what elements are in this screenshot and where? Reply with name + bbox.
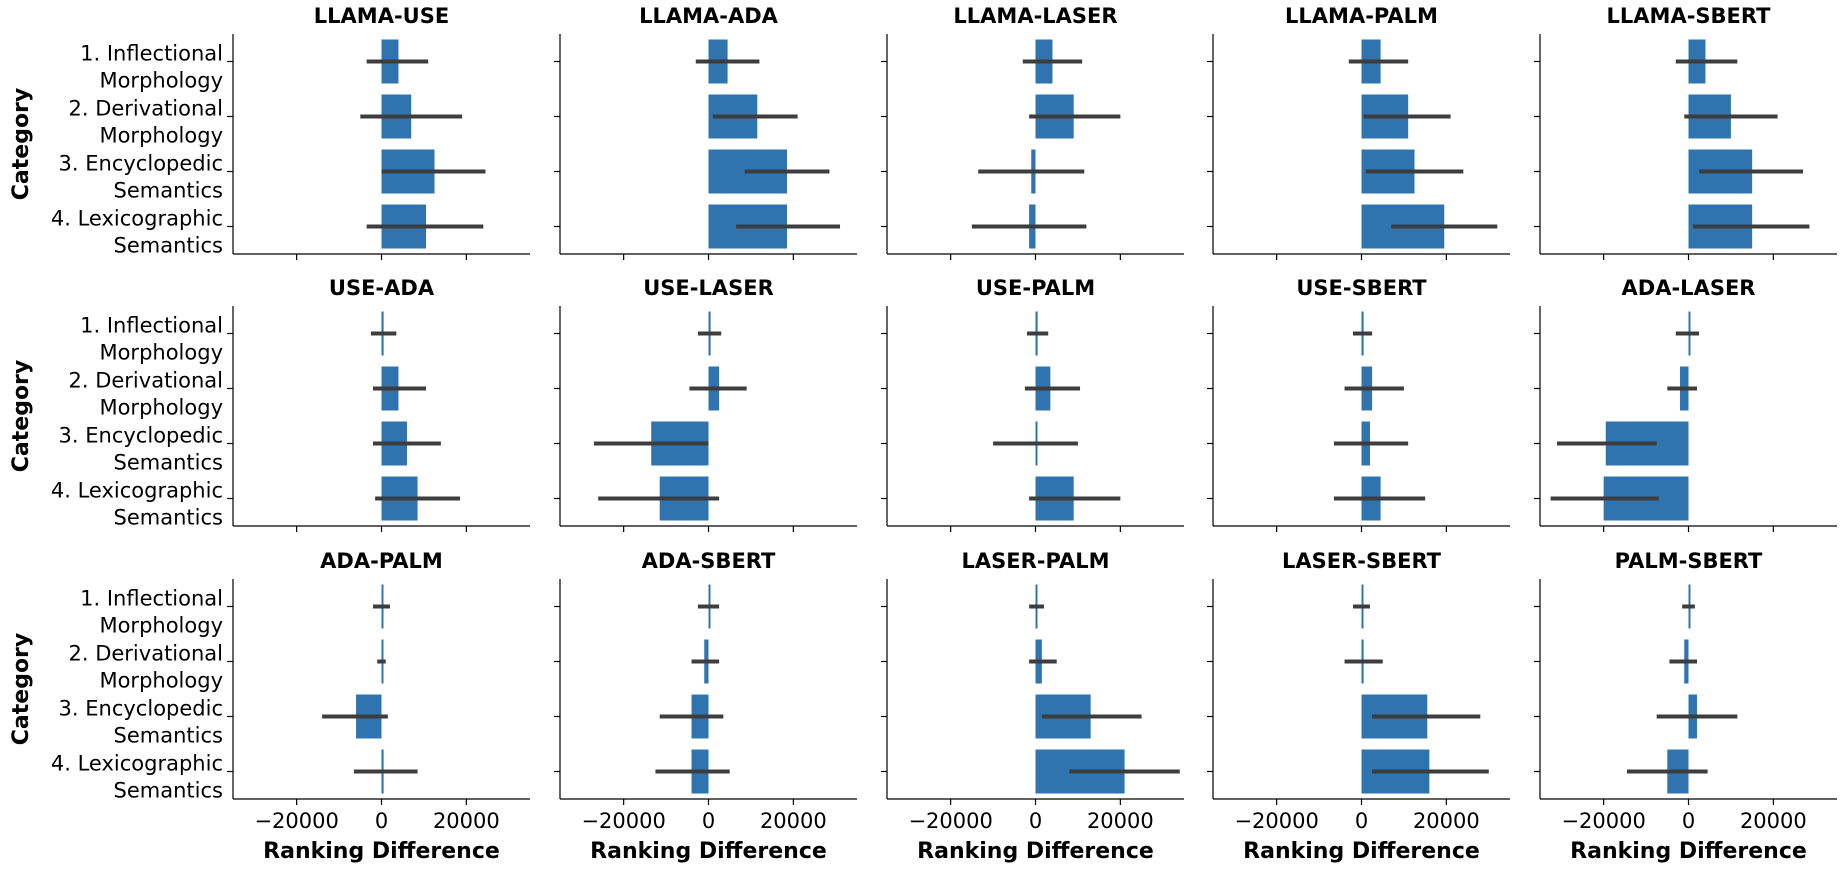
y-axis-label: Category: [9, 360, 34, 472]
x-tick-label: 20000: [1740, 809, 1807, 833]
y-tick-label-line: Semantics: [114, 179, 223, 203]
y-tick-label-line: 3. Encyclopedic: [59, 697, 223, 721]
y-tick-label: 2. Derivational Morphology: [69, 97, 224, 148]
y-axis-label: Category: [9, 633, 34, 745]
panel-title: ADA-LASER: [1622, 276, 1756, 300]
y-tick-label: 4. Lexicographic Semantics: [51, 479, 223, 530]
y-tick-label-line: 4. Lexicographic: [51, 207, 223, 231]
y-tick-label: 1. Inflectional Morphology: [80, 314, 223, 365]
y-tick-label-line: 3. Encyclopedic: [59, 424, 223, 448]
y-tick-label-line: Semantics: [114, 506, 223, 530]
x-tick-label: −20000: [908, 809, 992, 833]
panel-title: LLAMA-PALM: [1285, 4, 1438, 28]
y-tick-label-line: 1. Inflectional: [80, 42, 223, 66]
panel-title: USE-ADA: [329, 276, 435, 300]
y-tick-label-line: Morphology: [99, 69, 223, 93]
y-tick-label: 2. Derivational Morphology: [69, 369, 224, 420]
x-tick-label: −20000: [1561, 809, 1645, 833]
panel-title: LLAMA-USE: [314, 4, 449, 28]
panel-title: USE-PALM: [976, 276, 1095, 300]
x-tick-label: 0: [1682, 809, 1695, 833]
x-tick-label: −20000: [1234, 809, 1318, 833]
x-tick-label: −20000: [581, 809, 665, 833]
x-tick-label: 0: [1029, 809, 1042, 833]
x-axis-label: Ranking Difference: [1570, 839, 1807, 864]
panel-title: LASER-SBERT: [1282, 549, 1442, 573]
y-tick-label-line: Morphology: [99, 614, 223, 638]
y-axis-label: Category: [9, 88, 34, 200]
panel-title: LLAMA-SBERT: [1607, 4, 1772, 28]
y-tick-label: 1. Inflectional Morphology: [80, 587, 223, 638]
y-tick-label-line: 2. Derivational: [69, 369, 224, 393]
panel-title: LLAMA-ADA: [639, 4, 779, 28]
panel-title: LASER-PALM: [962, 549, 1110, 573]
x-tick-label: −20000: [254, 809, 338, 833]
x-axis-label: Ranking Difference: [263, 839, 500, 864]
y-tick-label-line: Semantics: [114, 451, 223, 475]
panel-title: USE-SBERT: [1296, 276, 1427, 300]
y-tick-label-line: Semantics: [114, 724, 223, 748]
y-tick-label: 3. Encyclopedic Semantics: [59, 152, 223, 203]
panel-title: ADA-SBERT: [642, 549, 776, 573]
panel-title: ADA-PALM: [320, 549, 443, 573]
x-tick-label: 0: [1355, 809, 1368, 833]
y-tick-label-line: Semantics: [114, 234, 223, 258]
x-tick-label: 20000: [433, 809, 500, 833]
x-tick-label: 20000: [1413, 809, 1480, 833]
x-tick-label: 0: [375, 809, 388, 833]
y-tick-label: 3. Encyclopedic Semantics: [59, 697, 223, 748]
y-tick-label-line: Morphology: [99, 341, 223, 365]
y-tick-label: 4. Lexicographic Semantics: [51, 752, 223, 803]
y-tick-label-line: Morphology: [99, 669, 223, 693]
y-tick-label-line: 1. Inflectional: [80, 314, 223, 338]
panel-title: LLAMA-LASER: [953, 4, 1117, 28]
y-tick-label: 4. Lexicographic Semantics: [51, 207, 223, 258]
y-tick-label-line: Morphology: [99, 124, 223, 148]
y-tick-label-line: 4. Lexicographic: [51, 752, 223, 776]
y-tick-label-line: Morphology: [99, 396, 223, 420]
y-tick-label: 3. Encyclopedic Semantics: [59, 424, 223, 475]
y-tick-label-line: 2. Derivational: [69, 642, 224, 666]
x-tick-label: 20000: [760, 809, 827, 833]
panel-title: USE-LASER: [643, 276, 774, 300]
x-axis-label: Ranking Difference: [590, 839, 827, 864]
y-tick-label-line: Semantics: [114, 779, 223, 803]
y-tick-label-line: 1. Inflectional: [80, 587, 223, 611]
y-tick-label-line: 2. Derivational: [69, 97, 224, 121]
y-tick-label: 1. Inflectional Morphology: [80, 42, 223, 93]
y-tick-label-line: 4. Lexicographic: [51, 479, 223, 503]
panel-title: PALM-SBERT: [1615, 549, 1763, 573]
x-axis-label: Ranking Difference: [917, 839, 1154, 864]
y-tick-label-line: 3. Encyclopedic: [59, 152, 223, 176]
x-axis-label: Ranking Difference: [1243, 839, 1480, 864]
x-tick-label: 20000: [1087, 809, 1154, 833]
y-tick-label: 2. Derivational Morphology: [69, 642, 224, 693]
x-tick-label: 0: [702, 809, 715, 833]
